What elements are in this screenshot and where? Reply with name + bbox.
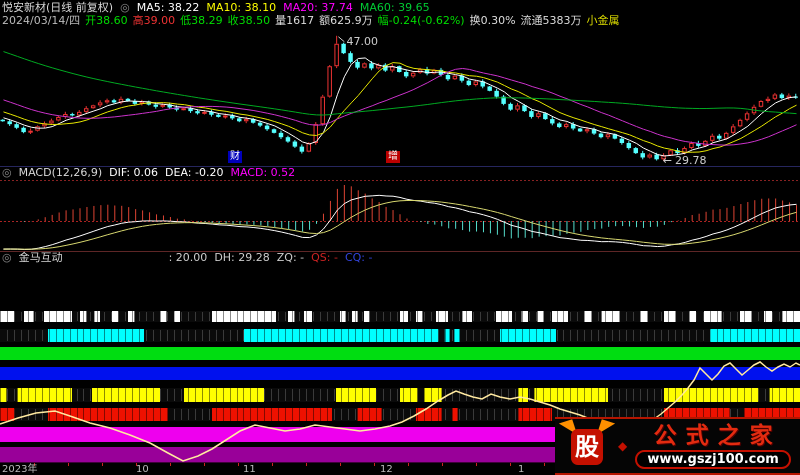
cq-value: CQ: - [344, 251, 373, 264]
stock-title: 悦安新材(日线 前复权) [2, 1, 114, 14]
axis-tick [374, 463, 375, 466]
diamond-icon: ◆ [618, 439, 628, 453]
collapse-icon[interactable]: ◎ [2, 251, 12, 264]
axis-tick [510, 463, 511, 466]
axis-tick [408, 463, 409, 466]
indicator-name: 金马互动 [18, 251, 63, 264]
candlestick-chart[interactable] [0, 28, 800, 167]
value-1: : 20.00 [168, 251, 208, 264]
axis-tick [544, 463, 545, 466]
low-value: 低38.29 [180, 14, 223, 27]
date-value: 2024/03/14/四 [2, 14, 81, 27]
dif-value: DIF: 0.06 [109, 166, 159, 179]
ma60-value: MA60: 39.65 [359, 1, 430, 14]
macd-chart[interactable] [0, 180, 800, 252]
close-value: 收38.50 [227, 14, 271, 27]
event-mark-badge[interactable]: 增 [386, 151, 400, 163]
volume-value: 量1617 [275, 14, 315, 27]
sector-label: 小金属 [586, 14, 620, 27]
axis-label: 2023年 [2, 464, 38, 475]
dh-value: DH: 29.28 [214, 251, 270, 264]
bull-glyph: 股 [571, 429, 603, 465]
watermark-text: 公式之家 www.gszj100.com [632, 424, 794, 469]
axis-tick [170, 463, 171, 466]
collapse-icon[interactable]: ◎ [2, 166, 12, 179]
high-value: 高39.00 [132, 14, 176, 27]
axis-tick [272, 463, 273, 466]
axis-tick [306, 463, 307, 466]
indicator-name: MACD(12,26,9) [18, 166, 103, 179]
site-name: 公式之家 [653, 422, 782, 449]
ma20-value: MA20: 37.74 [283, 1, 353, 14]
qs-value: QS: - [311, 251, 338, 264]
ma10-value: MA10: 38.10 [206, 1, 277, 14]
axis-tick [34, 463, 35, 466]
axis-tick [136, 463, 137, 466]
macd-header: ◎ MACD(12,26,9) DIF: 0.06 DEA: -0.20 MACD: 0… [2, 166, 302, 179]
axis-tick [442, 463, 443, 466]
collapse-icon[interactable]: ◎ [120, 1, 130, 14]
quote-bar: 2024/03/14/四 开38.60 高39.00 低38.29 收38.50 量161… [2, 14, 625, 27]
open-value: 开38.60 [85, 14, 128, 27]
axis-label: 1 [518, 464, 525, 475]
bull-icon: 股 [558, 419, 616, 469]
dea-value: DEA: -0.20 [165, 166, 224, 179]
watermark-logo: 股 ◆ 公式之家 www.gszj100.com [555, 417, 800, 475]
macd-value: MACD: 0.52 [230, 166, 296, 179]
axis-tick [340, 463, 341, 466]
amount-value: 额625.9万 [319, 14, 373, 27]
site-url: www.gszj100.com [635, 449, 791, 469]
event-mark-badge[interactable]: 财 [228, 151, 242, 163]
axis-label: 10 [136, 464, 149, 475]
float-shares-value: 流通5383万 [520, 14, 582, 27]
axis-tick [476, 463, 477, 466]
zq-value: ZQ: - [276, 251, 305, 264]
change-value: 幅-0.24(-0.62%) [377, 14, 465, 27]
axis-label: 11 [243, 464, 256, 475]
turnover-value: 换0.30% [469, 14, 516, 27]
jinma-header: ◎ 金马互动 : 20.00 DH: 29.28 ZQ: - QS: - CQ: - [2, 251, 379, 264]
axis-label: 12 [380, 464, 393, 475]
axis-tick [102, 463, 103, 466]
ma5-value: MA5: 38.22 [136, 1, 200, 14]
axis-tick [238, 463, 239, 466]
title-bar: 悦安新材(日线 前复权) ◎ MA5: 38.22 MA10: 38.10 MA20: … [2, 1, 437, 14]
axis-tick [204, 463, 205, 466]
axis-tick [68, 463, 69, 466]
